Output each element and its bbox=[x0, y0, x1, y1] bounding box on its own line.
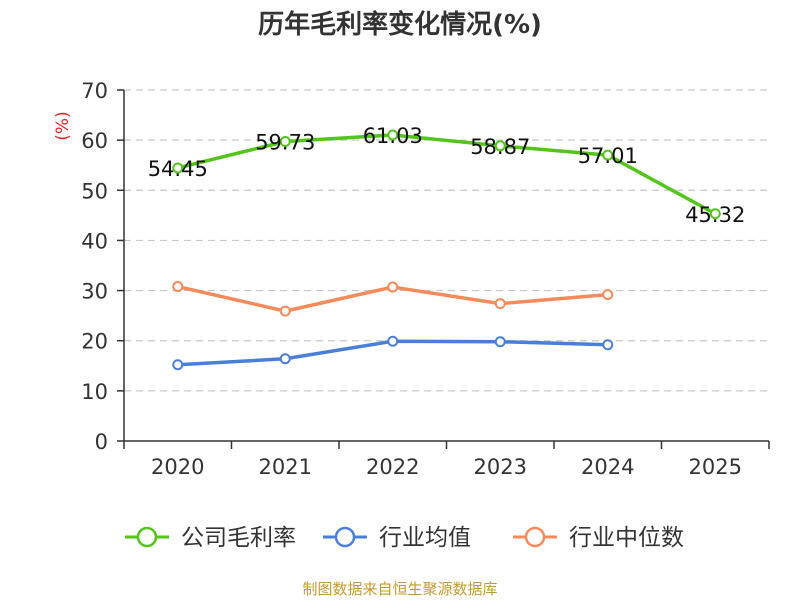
x-tick-label: 2022 bbox=[366, 455, 419, 479]
legend-label[interactable]: 行业中位数 bbox=[569, 525, 684, 551]
y-tick-label: 70 bbox=[81, 79, 108, 103]
series bbox=[172, 129, 721, 371]
data-point[interactable] bbox=[279, 353, 291, 365]
axes: 0 10 20 30 40 50 60 70 2020 2021 2022 2023 2024 2025 bbox=[81, 79, 770, 479]
data-label: 57.01 bbox=[578, 144, 638, 168]
data-point[interactable] bbox=[494, 140, 506, 152]
data-point[interactable] bbox=[172, 162, 184, 174]
legend-marker bbox=[334, 526, 356, 548]
series-line-0 bbox=[177, 133, 717, 216]
data-label: 58.87 bbox=[470, 135, 530, 159]
data-point[interactable] bbox=[387, 281, 399, 293]
data-point[interactable] bbox=[279, 135, 291, 147]
y-tick-label: 10 bbox=[81, 380, 108, 404]
data-labels: 54.45 59.73 61.03 58.87 57.01 45.32 bbox=[148, 124, 746, 227]
legend-marker bbox=[136, 526, 158, 548]
data-point[interactable] bbox=[602, 149, 614, 161]
data-label: 45.32 bbox=[685, 203, 745, 227]
data-label: 54.45 bbox=[148, 157, 208, 181]
data-point[interactable] bbox=[279, 305, 291, 317]
y-tick-label: 60 bbox=[81, 129, 108, 153]
x-tick-label: 2021 bbox=[259, 455, 312, 479]
data-label: 59.73 bbox=[255, 130, 315, 154]
data-point[interactable] bbox=[172, 281, 184, 293]
data-point[interactable] bbox=[387, 335, 399, 347]
legend-label[interactable]: 行业均值 bbox=[379, 525, 471, 551]
data-point[interactable] bbox=[602, 289, 614, 301]
y-axis-unit-label: (%) bbox=[53, 111, 73, 140]
x-tick-label: 2023 bbox=[474, 455, 527, 479]
y-tick-label: 50 bbox=[81, 179, 108, 203]
data-point[interactable] bbox=[387, 129, 399, 141]
source-footer: 制图数据来自恒生聚源数据库 bbox=[302, 580, 498, 598]
grid-lines bbox=[124, 89, 769, 392]
data-point[interactable] bbox=[172, 359, 184, 371]
x-tick-label: 2020 bbox=[151, 455, 204, 479]
chart-title: 历年毛利率变化情况(%) bbox=[258, 10, 542, 40]
data-point[interactable] bbox=[709, 208, 721, 220]
x-tick-label: 2025 bbox=[689, 455, 742, 479]
legend: 公司毛利率 行业均值 行业中位数 bbox=[125, 525, 684, 551]
data-point[interactable] bbox=[494, 336, 506, 348]
legend-label[interactable]: 公司毛利率 bbox=[181, 525, 296, 551]
y-tick-label: 20 bbox=[81, 330, 108, 354]
y-tick-label: 40 bbox=[81, 229, 108, 253]
x-tick-label: 2024 bbox=[581, 455, 634, 479]
y-tick-label: 30 bbox=[81, 280, 108, 304]
legend-marker bbox=[524, 526, 546, 548]
data-point[interactable] bbox=[494, 298, 506, 310]
data-point[interactable] bbox=[602, 339, 614, 351]
data-label: 61.03 bbox=[363, 124, 423, 148]
y-tick-label: 0 bbox=[95, 430, 108, 454]
